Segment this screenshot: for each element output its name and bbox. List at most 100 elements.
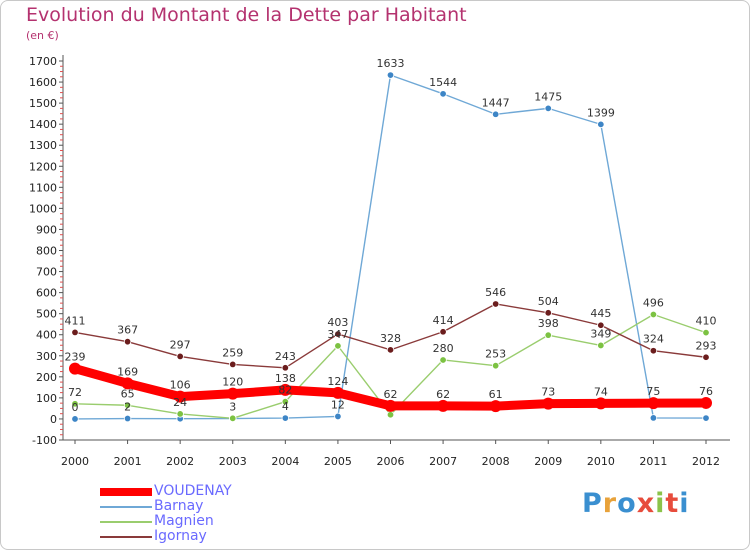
data-point-igornay: [597, 321, 605, 329]
data-point-barnay: [281, 414, 290, 422]
chart-title: Evolution du Montant de la Dette par Hab…: [26, 4, 467, 26]
y-tick-label: 800: [36, 245, 57, 258]
data-label-voudenay: 73: [541, 386, 555, 399]
data-label-igornay: 293: [696, 339, 717, 352]
data-label-magnien: 398: [538, 317, 559, 330]
data-point-barnay: [544, 104, 552, 113]
x-tick-label: 2003: [219, 455, 247, 468]
data-point-igornay: [71, 328, 79, 337]
legend-swatch: [100, 487, 152, 496]
data-label-barnay: 1399: [587, 106, 615, 119]
y-tick-label: 700: [36, 266, 57, 279]
data-point-voudenay: [121, 377, 134, 390]
legend-swatch: [100, 520, 152, 523]
data-label-igornay: 411: [65, 314, 86, 327]
y-tick-label: 1300: [29, 139, 57, 152]
data-label-igornay: 403: [327, 316, 348, 329]
data-label-igornay: 259: [222, 346, 243, 359]
y-tick-label: -100: [32, 434, 57, 447]
data-label-voudenay: 61: [489, 388, 503, 401]
data-point-barnay: [702, 414, 710, 422]
data-point-magnien: [439, 356, 447, 364]
data-point-igornay: [281, 364, 290, 372]
data-point-magnien: [702, 328, 710, 337]
data-point-magnien: [597, 341, 605, 350]
data-point-igornay: [544, 309, 552, 317]
data-point-magnien: [281, 397, 290, 406]
data-label-barnay: 1447: [482, 96, 510, 109]
data-label-igornay: 243: [275, 350, 296, 363]
data-label-magnien: 280: [433, 342, 454, 355]
x-tick-label: 2009: [534, 455, 562, 468]
data-label-voudenay: 75: [646, 385, 660, 398]
data-label-igornay: 328: [380, 332, 401, 345]
logo-letter: o: [617, 488, 637, 519]
data-point-igornay: [123, 337, 132, 346]
data-point-igornay: [386, 346, 395, 354]
data-point-voudenay: [489, 400, 502, 413]
data-point-magnien: [176, 410, 184, 418]
data-label-voudenay: 124: [327, 375, 348, 388]
data-label-barnay: 12: [331, 398, 345, 411]
x-tick-label: 2008: [482, 455, 510, 468]
data-point-voudenay: [331, 386, 344, 399]
data-point-magnien: [544, 331, 552, 339]
legend-item-barnay: Barnay: [100, 499, 232, 514]
data-label-magnien: 65: [121, 387, 135, 400]
data-label-magnien: 82: [278, 384, 292, 397]
legend-label: VOUDENAY: [154, 483, 232, 499]
y-tick-label: 100: [36, 392, 57, 405]
data-label-magnien: 496: [643, 297, 664, 310]
x-tick-label: 2002: [166, 455, 194, 468]
data-label-voudenay: 74: [594, 385, 608, 398]
data-label-voudenay: 169: [117, 365, 138, 378]
data-label-voudenay: 120: [222, 376, 243, 389]
data-label-igornay: 297: [170, 338, 191, 351]
data-point-voudenay: [69, 362, 81, 375]
data-label-barnay: 1475: [534, 90, 562, 103]
x-tick-label: 2007: [429, 455, 457, 468]
logo-letter: t: [665, 488, 680, 519]
x-tick-label: 2012: [692, 455, 720, 468]
y-tick-label: 500: [36, 308, 57, 321]
legend-item-igornay: Igornay: [100, 529, 232, 544]
legend-label: Barnay: [154, 498, 204, 514]
data-label-igornay: 414: [433, 314, 454, 327]
data-label-voudenay: 62: [436, 388, 450, 401]
data-point-igornay: [491, 300, 500, 308]
data-point-voudenay: [700, 396, 712, 409]
data-label-magnien: 253: [485, 348, 506, 361]
data-point-voudenay: [542, 397, 555, 410]
data-label-voudenay: 138: [275, 372, 296, 385]
data-point-voudenay: [384, 399, 397, 412]
y-tick-label: 1600: [29, 76, 57, 89]
data-point-igornay: [176, 352, 184, 361]
y-tick-label: 1700: [29, 55, 57, 68]
data-label-magnien: 24: [173, 396, 187, 409]
data-point-barnay: [123, 414, 132, 423]
logo-letter: i: [655, 488, 666, 519]
data-point-barnay: [334, 412, 342, 421]
data-point-igornay: [702, 353, 710, 361]
data-point-igornay: [229, 360, 237, 369]
data-point-barnay: [439, 90, 447, 98]
logo-letter: r: [602, 488, 618, 519]
logo-letter: x: [636, 488, 656, 519]
y-tick-label: 300: [36, 350, 57, 363]
data-point-voudenay: [174, 390, 187, 403]
data-label-voudenay: 106: [170, 379, 191, 392]
logo-letter: i: [679, 488, 690, 519]
data-label-igornay: 324: [643, 333, 664, 346]
data-point-magnien: [71, 400, 79, 408]
data-point-magnien: [229, 414, 237, 423]
data-point-barnay: [71, 415, 79, 423]
legend-label: Igornay: [154, 528, 207, 544]
legend-swatch: [100, 535, 152, 538]
y-tick-label: 200: [36, 371, 57, 384]
legend-label: Magnien: [154, 513, 214, 529]
legend-item-voudenay: VOUDENAY: [100, 484, 232, 499]
x-tick-label: 2000: [61, 455, 89, 468]
data-point-igornay: [439, 328, 447, 336]
